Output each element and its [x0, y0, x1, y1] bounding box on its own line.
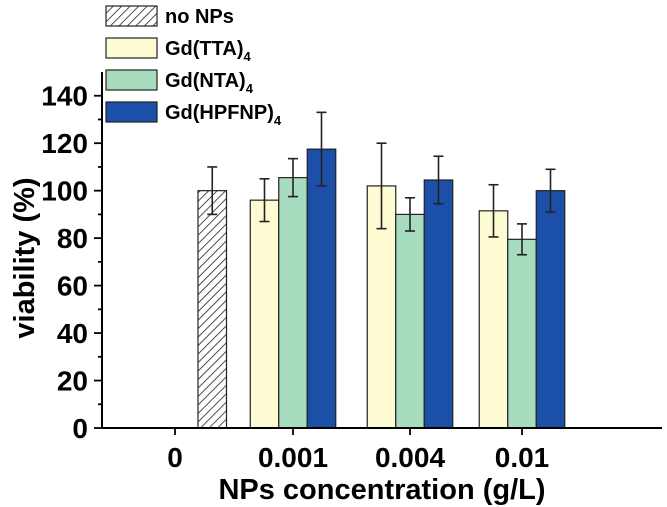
error-bar-gd-hpfnp-4-0.001 [316, 111, 327, 187]
legend-swatch [105, 101, 158, 123]
legend-label: no NPs [165, 6, 234, 28]
x-tick-label: 0 [167, 442, 183, 473]
x-tick-label: 0.01 [495, 442, 550, 473]
y-tick-label: 40 [57, 318, 88, 349]
y-tick-label: 80 [57, 223, 88, 254]
x-tick-label: 0.001 [258, 442, 328, 473]
error-bar-gd-hpfnp-4-0.01 [545, 168, 556, 213]
bar-gd-nta-4-0.01 [507, 238, 537, 429]
x-tick-label: 0.004 [375, 442, 445, 473]
error-bar-no-nps-0 [207, 166, 218, 216]
bar-gd-nta-4-0.004 [395, 213, 425, 429]
x-axis-title: NPs concentration (g/L) [218, 474, 545, 506]
error-bar-gd-nta-4-0.001 [288, 157, 298, 198]
error-bar-gd-tta-4-0.004 [376, 142, 387, 230]
legend-swatch [105, 69, 158, 91]
error-bar-gd-nta-4-0.004 [405, 196, 415, 232]
legend-label: Gd(TTA)4 [165, 38, 252, 64]
legend-entry: Gd(HPFNP)4 [105, 101, 282, 128]
bar-gd-hpfnp-4-0.001 [306, 148, 337, 429]
bar-gd-hpfnp-4-0.01 [535, 190, 566, 429]
legend-swatch [105, 37, 158, 59]
y-tick-label: 20 [57, 366, 88, 397]
legend-swatch [105, 5, 158, 27]
y-axis-title: viability (%) [9, 177, 41, 338]
bar-no-nps-0 [197, 190, 228, 429]
legend-entry: Gd(NTA)4 [105, 69, 254, 96]
legend-entry: Gd(TTA)4 [105, 37, 252, 64]
bar-gd-tta-4-0.01 [478, 210, 509, 429]
y-tick-label: 120 [41, 128, 88, 159]
error-bar-gd-hpfnp-4-0.004 [433, 155, 444, 205]
legend-entry: no NPs [105, 5, 234, 28]
bar-gd-tta-4-0.001 [249, 199, 280, 429]
bar-gd-nta-4-0.001 [278, 177, 308, 429]
y-tick-label: 100 [41, 176, 88, 207]
y-tick-label: 140 [41, 81, 88, 112]
bar-gd-hpfnp-4-0.004 [423, 179, 454, 429]
error-bar-gd-nta-4-0.01 [517, 223, 527, 256]
y-tick-label: 60 [57, 271, 88, 302]
error-bar-gd-tta-4-0.001 [259, 178, 270, 223]
y-tick-label: 0 [72, 413, 88, 444]
legend-label: Gd(NTA)4 [165, 70, 254, 96]
legend-label: Gd(HPFNP)4 [165, 102, 282, 128]
error-bar-gd-tta-4-0.01 [488, 183, 499, 238]
